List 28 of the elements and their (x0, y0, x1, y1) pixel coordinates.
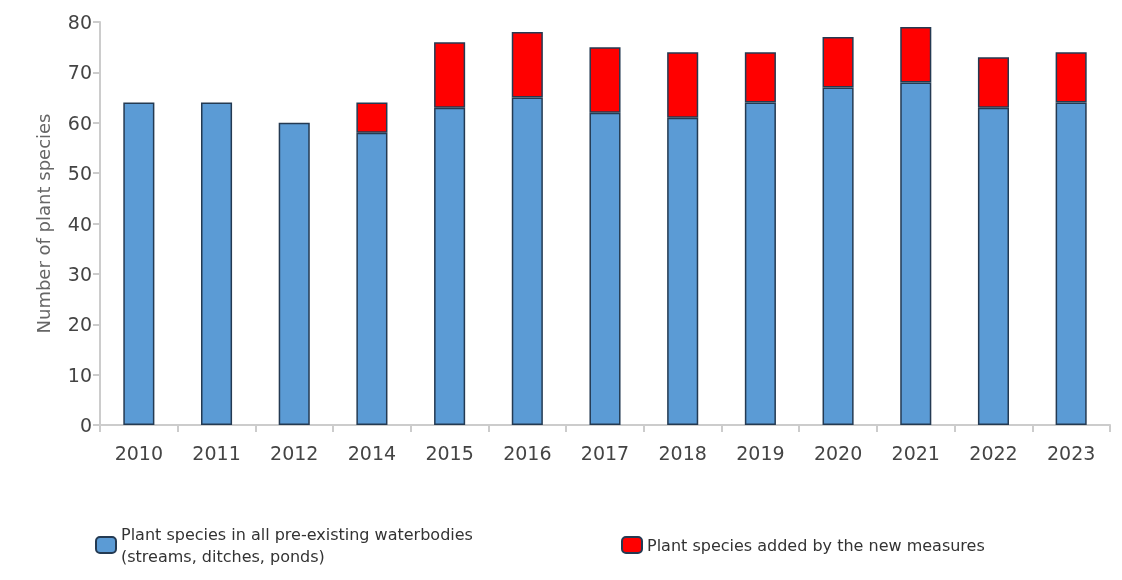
y-tick-label: 70 (67, 61, 92, 84)
y-tick-label: 10 (67, 363, 92, 386)
y-tick-label: 50 (67, 162, 92, 185)
x-tick-label: 2016 (503, 441, 552, 464)
x-tick-label: 2011 (192, 441, 241, 464)
x-tick-label: 2017 (580, 441, 630, 464)
bar (201, 102, 233, 425)
bar (123, 102, 155, 425)
y-tick-label: 30 (67, 262, 92, 285)
legend-label: Plant species in all pre-existing waterbodies (streams, ditches, ponds) (121, 524, 479, 566)
x-tick-label: 2022 (969, 441, 1018, 464)
y-axis-title: Number of plant species (32, 113, 54, 334)
x-tick-label: 2020 (813, 441, 863, 464)
x-tick-label: 2023 (1046, 441, 1096, 464)
legend-label: Plant species added by the new measures (647, 535, 985, 555)
y-tick-label: 20 (67, 313, 92, 336)
x-tick-label: 2015 (425, 441, 474, 464)
bar (278, 122, 310, 425)
x-tick-label: 2019 (736, 441, 785, 464)
x-tick-label: 2021 (891, 441, 940, 464)
y-tick-label: 0 (79, 414, 92, 436)
y-tick-label: 60 (67, 111, 92, 134)
y-tick-label: 80 (67, 11, 92, 33)
x-tick-label: 2010 (114, 441, 164, 464)
x-tick-label: 2012 (270, 441, 319, 464)
x-tick-label: 2014 (347, 441, 397, 464)
y-tick-label: 40 (67, 212, 92, 235)
x-tick-label: 2018 (658, 441, 707, 464)
